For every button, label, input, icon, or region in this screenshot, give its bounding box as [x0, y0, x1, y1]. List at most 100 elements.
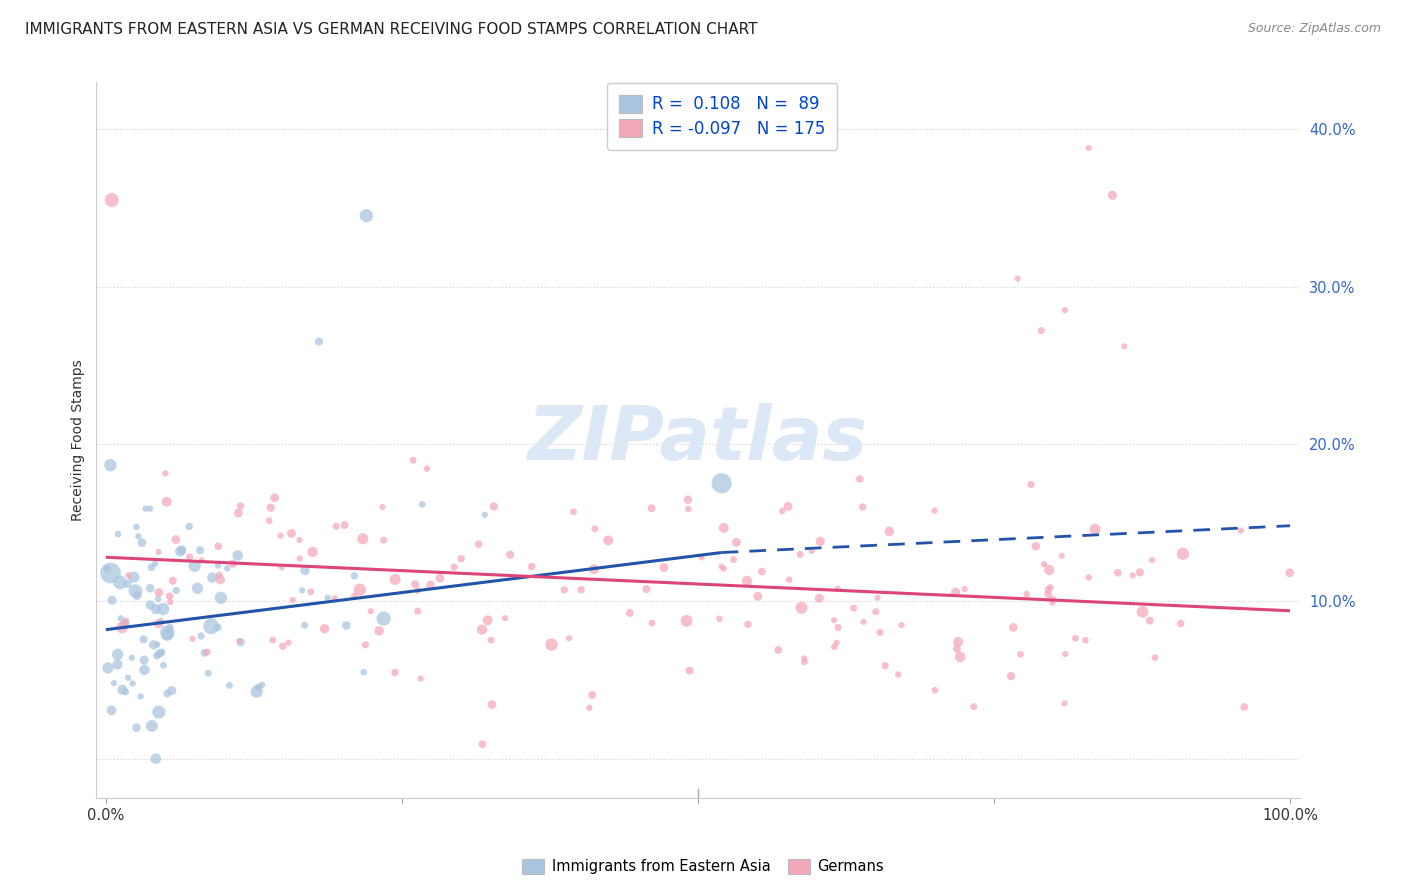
Point — [852, 615, 875, 629]
Point — [1143, 650, 1166, 665]
Point — [725, 535, 748, 549]
Point — [134, 653, 156, 667]
Point — [269, 528, 291, 542]
Point — [879, 524, 901, 539]
Point — [301, 545, 323, 559]
Point — [1053, 697, 1076, 711]
Point — [325, 519, 347, 533]
Point — [360, 604, 382, 618]
Point — [217, 561, 239, 575]
Point — [1170, 616, 1192, 631]
Point — [373, 533, 395, 548]
Point — [690, 550, 713, 565]
Point — [107, 657, 129, 672]
Point — [540, 638, 562, 652]
Point — [419, 578, 441, 592]
Point — [262, 633, 284, 648]
Point — [159, 595, 181, 609]
Point — [848, 472, 870, 486]
Point — [569, 582, 592, 597]
Point — [406, 604, 429, 618]
Point — [277, 636, 299, 650]
Point — [747, 589, 769, 603]
Point — [114, 614, 136, 628]
Point — [1053, 303, 1076, 318]
Point — [218, 678, 240, 692]
Point — [619, 606, 641, 620]
Point — [640, 501, 662, 516]
Point — [271, 640, 294, 654]
Point — [1132, 605, 1154, 619]
Point — [169, 544, 191, 558]
Text: ZIPatlas: ZIPatlas — [527, 403, 868, 476]
Point — [124, 584, 146, 599]
Point — [186, 582, 208, 596]
Point — [129, 690, 152, 704]
Point — [1033, 558, 1056, 572]
Point — [450, 551, 472, 566]
Point — [723, 552, 745, 566]
Point — [222, 557, 245, 571]
Y-axis label: Receiving Food Stamps: Receiving Food Stamps — [72, 359, 86, 521]
Point — [146, 638, 169, 652]
Point — [150, 645, 173, 659]
Point — [139, 501, 162, 516]
Point — [1140, 553, 1163, 567]
Point — [481, 698, 503, 712]
Point — [789, 548, 811, 562]
Point — [294, 563, 316, 577]
Point — [793, 655, 815, 669]
Point — [1036, 587, 1059, 601]
Point — [808, 534, 831, 549]
Point — [145, 602, 167, 616]
Point — [887, 667, 910, 681]
Point — [1077, 570, 1099, 584]
Point — [598, 533, 620, 548]
Point — [179, 519, 201, 533]
Point — [1122, 568, 1144, 582]
Point — [117, 671, 139, 685]
Point — [228, 634, 250, 648]
Point — [636, 582, 658, 596]
Point — [143, 557, 166, 571]
Point — [1233, 699, 1256, 714]
Point — [333, 518, 356, 533]
Point — [343, 589, 366, 603]
Point — [482, 500, 505, 514]
Point — [111, 682, 134, 697]
Point — [823, 640, 845, 654]
Point — [1054, 647, 1077, 661]
Point — [710, 559, 733, 574]
Point — [121, 676, 143, 690]
Point — [827, 620, 849, 634]
Point — [353, 665, 375, 680]
Point — [865, 605, 887, 619]
Point — [226, 506, 249, 520]
Point — [250, 678, 273, 692]
Point — [641, 615, 664, 630]
Point — [148, 616, 170, 631]
Point — [141, 560, 163, 574]
Point — [288, 551, 311, 566]
Point — [477, 613, 499, 627]
Point — [263, 491, 285, 505]
Point — [145, 648, 167, 663]
Point — [146, 592, 169, 607]
Point — [678, 664, 700, 678]
Point — [676, 492, 699, 507]
Point — [149, 614, 172, 628]
Point — [1278, 566, 1301, 580]
Point — [162, 574, 184, 588]
Point — [709, 612, 731, 626]
Point — [152, 602, 174, 616]
Point — [100, 703, 122, 717]
Point — [149, 646, 172, 660]
Point — [247, 680, 270, 694]
Point — [134, 663, 156, 677]
Point — [280, 526, 302, 541]
Point — [145, 752, 167, 766]
Point — [1107, 566, 1129, 580]
Point — [323, 591, 346, 606]
Point — [1038, 582, 1060, 597]
Point — [852, 500, 875, 514]
